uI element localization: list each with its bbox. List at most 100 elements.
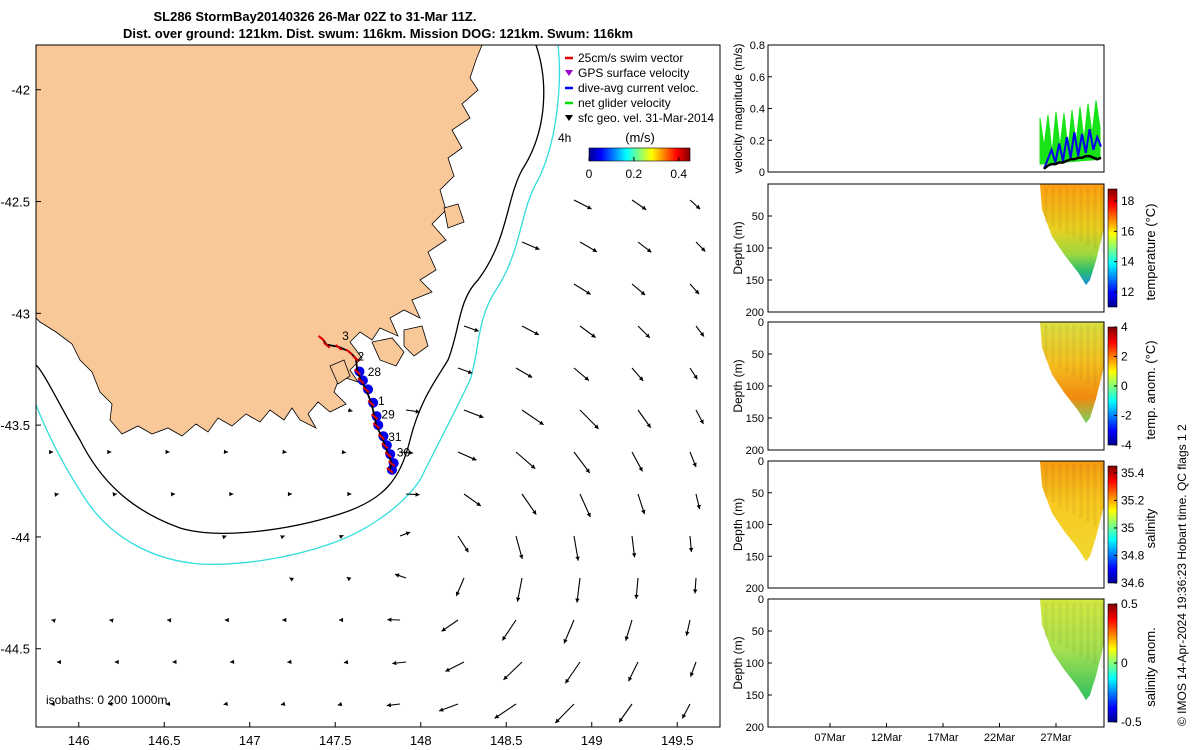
colorbar-tick-label: 0 — [1121, 656, 1128, 670]
track-line — [320, 337, 393, 471]
velocity-arrowhead — [282, 449, 287, 454]
swim-vector-mark — [370, 413, 379, 420]
velocity-arrowhead — [346, 577, 352, 582]
legend-swatch — [565, 115, 573, 121]
velocity-arrowhead — [289, 577, 294, 582]
velocity-arrowhead — [641, 509, 646, 515]
velocity-arrowhead — [339, 617, 344, 623]
velocity-arrowhead — [287, 659, 292, 665]
velocity-arrowhead — [638, 376, 644, 381]
temperature-anomaly-section-ylabel: Depth (m) — [731, 359, 745, 412]
velocity-arrowhead — [640, 290, 646, 296]
velocity-arrowhead — [229, 491, 234, 497]
velocity-arrowhead — [530, 464, 536, 469]
velocity-arrowhead — [474, 327, 479, 332]
colorbar-tick-label: 35 — [1121, 521, 1135, 535]
speed-colorbar-tick-label: 0.2 — [626, 167, 643, 181]
map-x-tick-label: 149.5 — [661, 733, 694, 748]
date-x-tick-label: 07Mar — [814, 732, 846, 744]
salinity-section-colorbar-label: salinity — [1143, 508, 1158, 548]
velocity-arrow — [521, 493, 537, 515]
depth-y-tick-label: 50 — [752, 211, 764, 223]
velocity-magnitude-panel: 0 0.2 0.4 0.6 0.8 velocity magnitude (m/s) — [731, 40, 1105, 179]
swim-vector-mark — [381, 442, 389, 450]
velocity-y-tick-label: 0.6 — [750, 72, 765, 84]
velocity-arrowhead — [395, 573, 400, 578]
velocity-arrowhead — [114, 659, 119, 665]
velocity-arrow — [563, 619, 575, 644]
map-x-tick-label: 147.5 — [319, 733, 352, 748]
swim-vector-mark — [352, 355, 360, 362]
temperature-section-data — [1040, 184, 1104, 286]
velocity-arrowhead — [476, 501, 481, 506]
map-x-tick-label: 146.5 — [148, 733, 181, 748]
legend-label: GPS surface velocity — [578, 66, 689, 80]
velocity-arrowhead — [628, 676, 633, 682]
map-y-tick-label: -44.5 — [0, 642, 30, 657]
velocity-arrowhead — [634, 594, 639, 599]
track-day-label: 30 — [397, 445, 411, 459]
swim-vector-mark — [386, 467, 394, 474]
velocity-arrowhead — [467, 369, 473, 374]
velocity-arrowhead — [688, 547, 694, 552]
legend-label: sfc geo. vel. 31-Mar-2014 — [578, 111, 714, 125]
isobath-200 — [36, 45, 545, 534]
velocity-arrow — [501, 619, 517, 641]
velocity-arrow — [573, 535, 579, 561]
velocity-arrow — [554, 703, 575, 724]
velocity-arrowhead — [527, 373, 533, 378]
colorbar-tick-label: 35.4 — [1121, 466, 1145, 480]
depth-y-tick-label: 0 — [758, 594, 764, 606]
velocity-arrow-field — [48, 199, 706, 724]
date-x-tick-label: 22Mar — [984, 732, 1016, 744]
colorbar-tick-label: 0.5 — [1121, 597, 1138, 611]
velocity-arrowhead — [223, 701, 228, 706]
velocity-arrowhead — [445, 667, 450, 672]
depth-y-tick-label: 100 — [746, 243, 764, 255]
annotation-4h: 4h — [558, 131, 571, 145]
salinity-anomaly-section-colorbar-label: salinity anom. — [1143, 627, 1158, 706]
velocity-arrowhead — [695, 204, 701, 210]
velocity-arrowhead — [641, 205, 647, 210]
depth-y-tick-label: 100 — [746, 658, 764, 670]
map-x-tick-label: 148.5 — [490, 733, 523, 748]
title-line-2: Dist. over ground: 121km. Dist. swum: 11… — [123, 26, 633, 41]
velocity-arrow — [515, 451, 536, 470]
swim-vector-mark — [317, 335, 326, 342]
velocity-arrowhead — [439, 707, 444, 712]
velocity-arrowhead — [280, 535, 285, 540]
velocity-arrowhead — [565, 678, 570, 684]
map-x-tick-label: 146 — [68, 733, 90, 748]
legend-label: dive-avg current veloc. — [578, 81, 699, 95]
velocity-arrowhead — [341, 449, 346, 455]
swim-vector-mark — [323, 341, 331, 349]
velocity-arrowhead — [685, 631, 690, 636]
velocity-arrowhead — [408, 450, 414, 455]
velocity-arrowhead — [532, 510, 537, 515]
temperature-section-frame — [767, 183, 1105, 313]
track-day-label: 3 — [342, 329, 349, 343]
depth-y-tick-label: 200 — [746, 722, 764, 734]
velocity-arrowhead — [387, 617, 392, 622]
velocity-arrowhead — [591, 333, 596, 338]
velocity-arrowhead — [689, 672, 695, 677]
temperature-section-colorbar — [1107, 188, 1118, 308]
colorbar-tick-label: 12 — [1121, 285, 1135, 299]
velocity-arrow — [564, 661, 581, 684]
depth-y-tick-label: 50 — [752, 488, 764, 500]
salinity-anomaly-section-frame — [767, 598, 1105, 728]
depth-y-tick-label: 100 — [746, 520, 764, 532]
velocity-magnitude-ylabel: velocity magnitude (m/s) — [731, 43, 745, 173]
velocity-arrowhead — [699, 419, 704, 424]
depth-y-tick-label: 150 — [746, 690, 764, 702]
temperature-anomaly-section-panel: 0 50 100 150 200 4 2 0 -2 -4 temp. anom. (°C) Depth… — [731, 317, 1158, 457]
legend-swatch — [565, 70, 573, 76]
temperature-anomaly-section-colorbar-label: temp. anom. (°C) — [1143, 340, 1158, 439]
velocity-arrowhead — [166, 701, 171, 706]
velocity-arrowhead — [585, 468, 590, 473]
velocity-arrowhead — [619, 717, 624, 723]
velocity-arrowhead — [693, 374, 698, 380]
velocity-arrowhead — [108, 701, 113, 707]
